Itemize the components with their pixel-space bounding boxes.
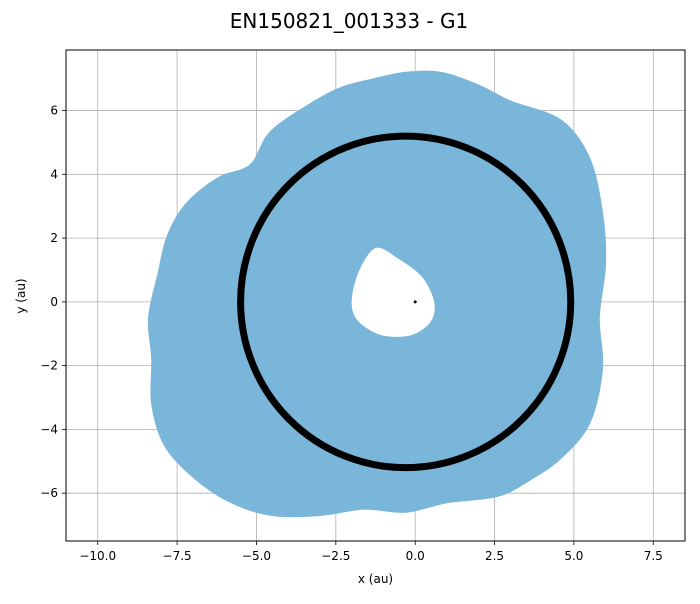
y-tick-label: 0 — [50, 295, 58, 309]
central-marker — [413, 300, 417, 304]
x-tick-label: −2.5 — [321, 549, 350, 563]
chart-title: EN150821_001333 - G1 — [230, 9, 468, 33]
x-tick-label: −5.0 — [242, 549, 271, 563]
x-tick-label: −10.0 — [79, 549, 116, 563]
x-tick-label: 5.0 — [564, 549, 583, 563]
y-tick-label: −2 — [40, 359, 58, 373]
ticks: −10.0 −7.5 −5.0 −2.5 0.0 2.5 5.0 7.5 −6 −4 −2 0 2 4 6 — [40, 104, 663, 563]
x-tick-label: 7.5 — [644, 549, 663, 563]
x-tick-label: 0.0 — [406, 549, 425, 563]
black-orbit-ring — [237, 132, 575, 472]
y-tick-label: −4 — [40, 422, 58, 436]
x-tick-label: 2.5 — [485, 549, 504, 563]
plot-frame — [65, 49, 686, 542]
y-tick-label: −6 — [40, 486, 58, 500]
y-tick-label: 2 — [50, 231, 58, 245]
y-tick-label: 4 — [50, 167, 58, 181]
x-axis-label: x (au) — [358, 572, 393, 586]
data-layer — [147, 70, 607, 518]
x-tick-label: −7.5 — [163, 549, 192, 563]
y-axis-label: y (au) — [14, 278, 28, 313]
inner-gap — [351, 247, 435, 337]
y-tick-label: 6 — [50, 104, 58, 118]
